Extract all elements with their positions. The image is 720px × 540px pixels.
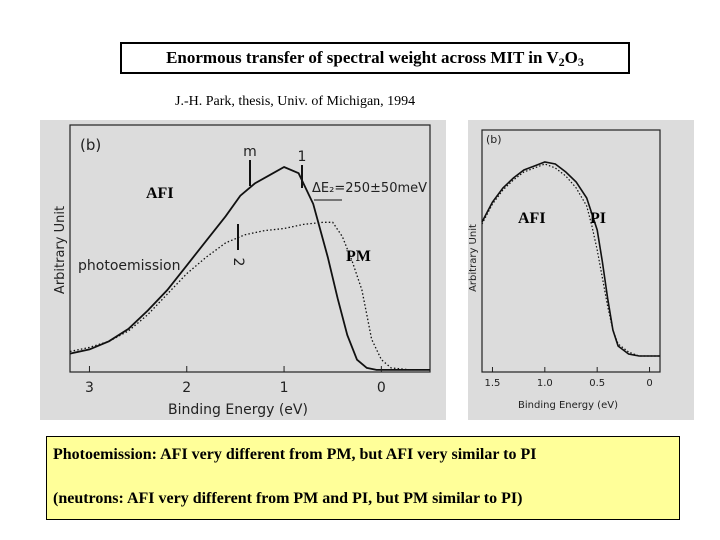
right-series-afi bbox=[481, 161, 660, 357]
right-figure-panel bbox=[468, 120, 694, 420]
title-subscript-2: 3 bbox=[577, 55, 584, 69]
title-text: Enormous transfer of spectral weight acr… bbox=[166, 48, 559, 67]
pi-label: PI bbox=[590, 210, 606, 227]
left-x-tick-label-3: 0 bbox=[377, 380, 386, 396]
pm-label: PM bbox=[346, 248, 371, 265]
left-x-tick-label-2: 1 bbox=[280, 380, 289, 396]
afi-label-right: AFI bbox=[518, 210, 546, 227]
right-x-tick-label-3: 0 bbox=[646, 378, 652, 389]
caption-line-1: Photoemission: AFI very different from P… bbox=[53, 446, 537, 463]
left-annot-2: 2 bbox=[230, 258, 246, 267]
right-series-pi bbox=[481, 163, 660, 357]
caption-line-2: (neutrons: AFI very different from PM an… bbox=[53, 490, 523, 507]
right-x-axis-label: Binding Energy (eV) bbox=[518, 400, 618, 411]
right-y-axis-label: Arbitrary Unit bbox=[468, 224, 479, 292]
citation: J.-H. Park, thesis, Univ. of Michigan, 1… bbox=[175, 94, 416, 109]
right-x-tick-label-0: 1.5 bbox=[485, 378, 501, 389]
left-annot-1: 1 bbox=[298, 149, 307, 165]
left-annot-m: m bbox=[243, 144, 257, 160]
left-x-axis-label: Binding Energy (eV) bbox=[168, 402, 308, 418]
left-plot-frame bbox=[69, 124, 431, 373]
left-y-axis-label: Arbitrary Unit bbox=[53, 206, 68, 294]
left-series-afi bbox=[69, 165, 430, 371]
photoemission-label: photoemission bbox=[78, 258, 181, 274]
right-panel-label: (b) bbox=[486, 133, 502, 146]
right-x-tick-label-2: 0.5 bbox=[589, 378, 605, 389]
left-x-tick-label-1: 2 bbox=[182, 380, 191, 396]
left-annot-delta: ΔE₂=250±50meV bbox=[312, 181, 427, 196]
title-oxygen: O bbox=[564, 48, 578, 67]
right-x-tick-label-1: 1.0 bbox=[537, 378, 553, 389]
title-subscript-1: 2 bbox=[558, 55, 565, 69]
slide-title: Enormous transfer of spectral weight acr… bbox=[120, 42, 630, 74]
left-panel-label: (b) bbox=[80, 136, 101, 154]
caption-box: Photoemission: AFI very different from P… bbox=[46, 436, 680, 520]
left-series-pm bbox=[69, 221, 430, 371]
left-x-tick-label-0: 3 bbox=[85, 380, 94, 396]
right-plot-frame bbox=[481, 129, 661, 373]
afi-label-left: AFI bbox=[146, 185, 174, 202]
